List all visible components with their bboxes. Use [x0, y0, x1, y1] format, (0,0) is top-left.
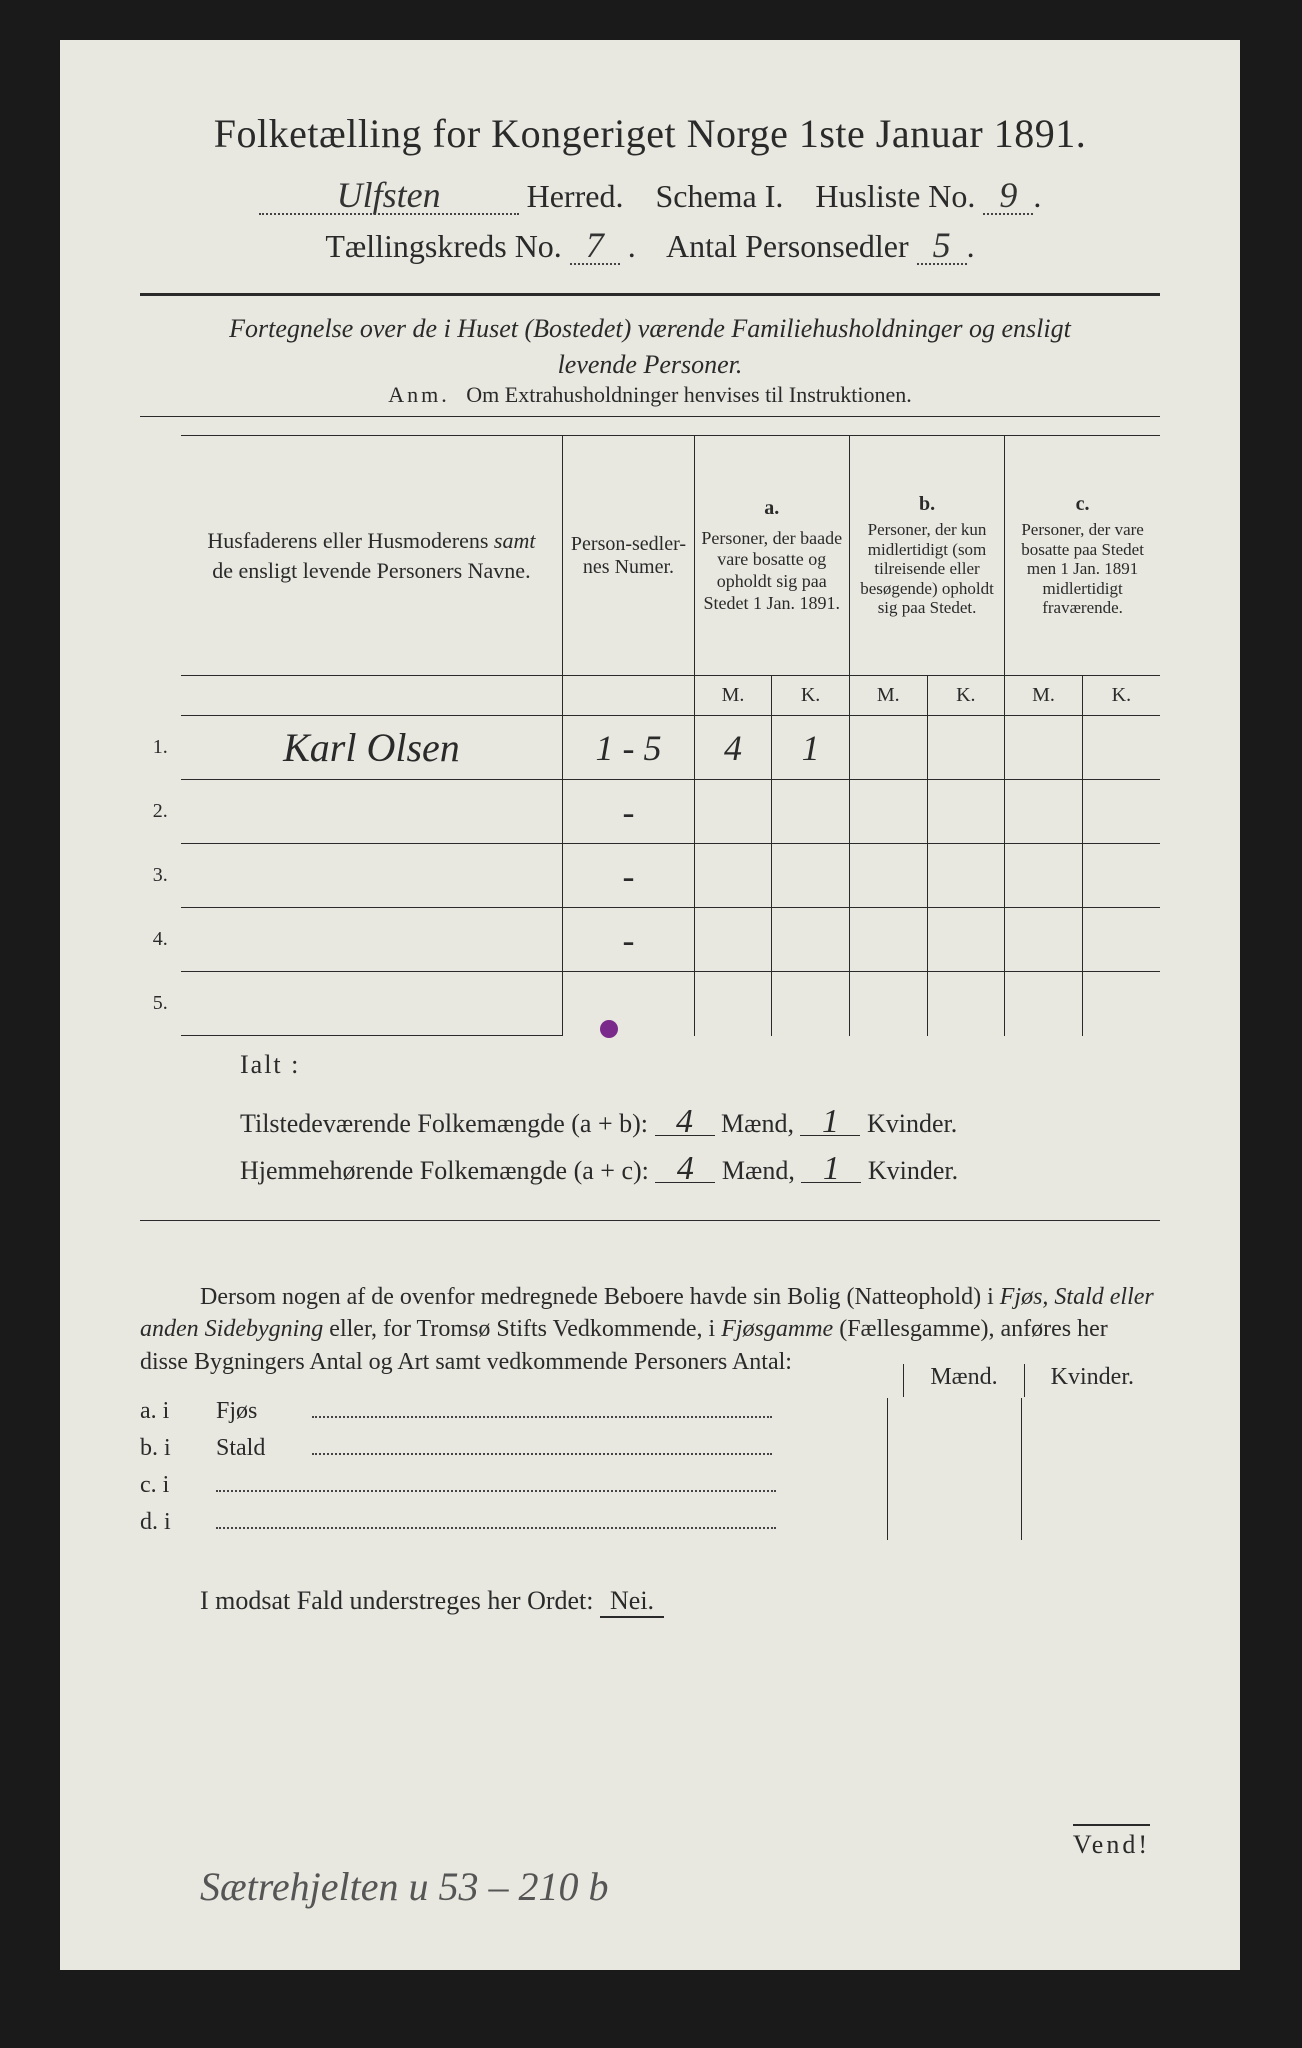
mk-label: K.: [772, 676, 850, 716]
total-b-label: Hjemmehørende Folkemængde (a + c):: [240, 1156, 649, 1186]
ialt-label: Ialt :: [240, 1050, 1160, 1080]
name-value: Karl Olsen: [283, 725, 460, 770]
list-item: d. i: [140, 1509, 1160, 1536]
maend-header: Mænd.: [903, 1364, 1023, 1397]
subtitle-2: levende Personer.: [140, 350, 1160, 380]
col-a-header: a. Personer, der baade vare bosatte og o…: [694, 436, 849, 676]
header-line-2: Ulfsten Herred. Schema I. Husliste No. 9…: [140, 177, 1160, 215]
table-row: 5.: [140, 972, 1160, 1036]
page-title: Folketælling for Kongeriget Norge 1ste J…: [140, 110, 1160, 157]
census-table: Husfaderens eller Husmoderens samt de en…: [140, 435, 1160, 1036]
col-c-header: c. Personer, der vare bosatte paa Stedet…: [1005, 436, 1160, 676]
bottom-block: Mænd. Kvinder. a. i Fjøs b. i Stald c. i…: [140, 1398, 1160, 1536]
list-item: a. i Fjøs: [140, 1398, 1160, 1425]
mk-label: M.: [849, 676, 927, 716]
table-row: 2. -: [140, 780, 1160, 844]
mk-label: K.: [927, 676, 1005, 716]
anm-line: Anm. Om Extrahusholdninger henvises til …: [140, 382, 1160, 408]
anm-label: Anm.: [388, 382, 450, 407]
kvinder-header: Kvinder.: [1024, 1364, 1160, 1397]
total-a-m: 4: [655, 1108, 715, 1136]
total-b-k: 1: [801, 1155, 861, 1183]
mk-label: K.: [1082, 676, 1160, 716]
col-b-header: b. Personer, der kun midlertidigt (som t…: [849, 436, 1004, 676]
header-line-3: Tællingskreds No. 7 . Antal Personsedler…: [140, 227, 1160, 265]
herred-value: Ulfsten: [259, 177, 519, 215]
personsedler-label: Antal Personsedler: [666, 228, 909, 264]
nei-word: Nei.: [600, 1586, 664, 1618]
schema-label: Schema I.: [655, 178, 783, 214]
personsedler-value: 5: [917, 227, 967, 265]
list-item: c. i: [140, 1472, 1160, 1499]
divider: [140, 1220, 1160, 1221]
total-b-m: 4: [655, 1155, 715, 1183]
herred-label: Herred.: [527, 178, 624, 214]
subtitle-1: Fortegnelse over de i Huset (Bostedet) v…: [140, 314, 1160, 344]
husliste-label: Husliste No.: [815, 178, 975, 214]
list-item: b. i Stald: [140, 1435, 1160, 1462]
table-row: 4. -: [140, 908, 1160, 972]
handwritten-footnote: Sætrehjelten u 53 – 210 b: [200, 1863, 608, 1910]
husliste-value: 9: [983, 177, 1033, 215]
divider: [140, 293, 1160, 296]
col-num-header: Person-sedler-nes Numer.: [563, 436, 694, 676]
anm-text: Om Extrahusholdninger henvises til Instr…: [466, 382, 911, 407]
col-name-header: Husfaderens eller Husmoderens samt de en…: [181, 436, 563, 676]
mk-label: M.: [694, 676, 772, 716]
modsat-line: I modsat Fald understreges her Ordet: Ne…: [200, 1586, 1160, 1618]
table-row: 3. -: [140, 844, 1160, 908]
mk-label: M.: [1005, 676, 1083, 716]
kreds-value: 7: [570, 227, 620, 265]
census-form-page: Folketælling for Kongeriget Norge 1ste J…: [60, 40, 1240, 1970]
kreds-label: Tællingskreds No.: [325, 228, 561, 264]
table-row: 1. Karl Olsen 1 - 5 4 1: [140, 716, 1160, 780]
total-a-label: Tilstedeværende Folkemængde (a + b):: [240, 1109, 648, 1139]
total-a-k: 1: [800, 1108, 860, 1136]
ink-dot: [600, 1020, 618, 1038]
vend-label: Vend!: [1073, 1824, 1150, 1860]
totals-block: Tilstedeværende Folkemængde (a + b): 4 M…: [240, 1108, 1160, 1186]
divider: [140, 416, 1160, 417]
